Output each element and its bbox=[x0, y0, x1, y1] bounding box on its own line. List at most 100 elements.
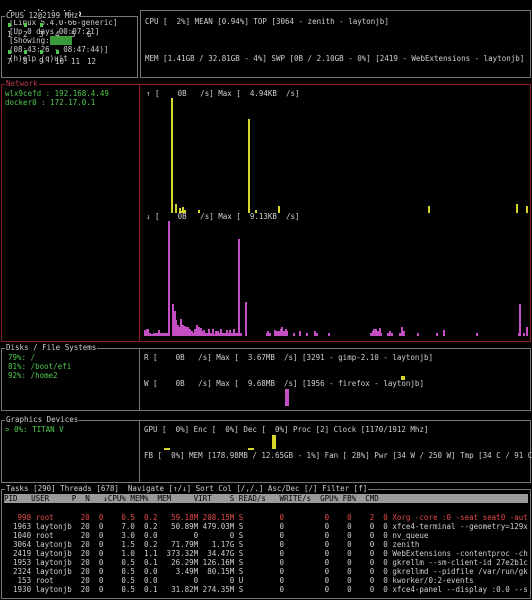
network-down-bar bbox=[152, 332, 155, 336]
cpu-bar bbox=[8, 23, 11, 27]
network-down-bar bbox=[316, 332, 319, 336]
network-down-bar bbox=[279, 329, 282, 336]
network-iface-1: wlx9cefd : 192.168.4.49 bbox=[5, 89, 109, 98]
network-down-bar bbox=[435, 332, 438, 336]
network-down-bar bbox=[416, 332, 419, 336]
network-down-bar bbox=[164, 332, 167, 336]
network-panel: Network wlx9cefd : 192.168.4.49 docker0 … bbox=[1, 79, 531, 342]
network-down-bar bbox=[145, 329, 148, 336]
network-down-bar bbox=[149, 332, 152, 336]
cpu-label: 9 bbox=[39, 57, 44, 66]
mount-boot-efi[interactable]: 81%: /boot/efi bbox=[8, 362, 72, 371]
network-down-bar bbox=[283, 331, 285, 336]
network-down-bar bbox=[210, 332, 213, 336]
table-row[interactable]: 1963 laytonjb 20 0 7.0 0.2 50.89M 479.03… bbox=[4, 522, 528, 531]
help-quit[interactable]: (h)elp (q)uit bbox=[9, 54, 68, 63]
network-down-bar bbox=[369, 332, 372, 336]
network-down-bar bbox=[314, 331, 317, 336]
network-down-bar bbox=[526, 326, 529, 336]
network-up-bar bbox=[278, 206, 281, 213]
gpu-line-2: FB [ 0%] MEM [178.98MB / 12.65GB - 1%] F… bbox=[144, 451, 532, 460]
gpu-line-1: GPU [ 0%] Enc [ 0%] Dec [ 0%] Proc [2] C… bbox=[144, 425, 429, 434]
network-down-bar bbox=[376, 331, 379, 336]
network-down-bar bbox=[236, 332, 239, 336]
network-up-bar bbox=[180, 210, 183, 213]
network-down-bar bbox=[265, 332, 268, 336]
network-down-bar bbox=[177, 324, 179, 336]
tasks-panel: Tasks [290] Threads [678] Navigate [↑/↓]… bbox=[1, 484, 531, 599]
network-down-bar bbox=[196, 324, 199, 336]
network-down-bar bbox=[269, 332, 272, 336]
network-down-bar bbox=[220, 329, 223, 336]
network-down-bar bbox=[373, 329, 376, 336]
cpu-summary: CPU [ 2%] MEAN [0.94%] TOP [3064 - zenit… bbox=[145, 17, 389, 26]
disk-read: R [ 0B /s] Max [ 3.67MB /s] [3291 - gimp… bbox=[144, 353, 433, 362]
kernel-version: [Linux 5.4.0-66-generic] bbox=[9, 18, 118, 27]
network-down-label: ↓ [ 0B /s] Max [ 9.13KB /s] bbox=[146, 212, 300, 221]
disks-divider bbox=[139, 349, 140, 410]
network-down-bar bbox=[371, 331, 374, 336]
network-down-bar bbox=[375, 329, 378, 336]
network-down-bar bbox=[150, 333, 153, 336]
network-down-bar bbox=[223, 332, 226, 336]
network-down-bar bbox=[232, 329, 235, 336]
table-row[interactable]: 1953 laytonjb 20 0 0.5 0.1 26.29M 126.16… bbox=[4, 558, 528, 567]
network-up-bar bbox=[526, 206, 529, 213]
network-down-bar bbox=[225, 330, 228, 336]
network-down-bar bbox=[175, 319, 178, 336]
network-down-bar bbox=[230, 332, 233, 336]
table-row[interactable]: 2419 laytonjb 20 0 1.0 1.1 373.32M 34.47… bbox=[4, 549, 528, 558]
network-down-bar bbox=[276, 331, 279, 336]
disk-read-bar bbox=[401, 376, 405, 380]
network-down-bar bbox=[442, 330, 445, 336]
network-up-bar bbox=[247, 118, 250, 213]
network-up-bar bbox=[428, 206, 431, 213]
network-down-bar bbox=[189, 329, 192, 336]
network-down-bar bbox=[171, 303, 174, 336]
graphics-divider bbox=[139, 421, 140, 482]
network-down-bar bbox=[156, 332, 159, 336]
gpu-util-bar bbox=[272, 435, 276, 449]
network-down-bar bbox=[192, 332, 195, 336]
table-row[interactable]: 1930 laytonjb 20 0 0.5 0.1 31.82M 274.35… bbox=[4, 585, 528, 594]
network-down-bar bbox=[298, 331, 301, 336]
network-down-bar bbox=[237, 239, 240, 336]
cpu-label: 11 bbox=[71, 57, 81, 66]
cpu-label: 7 bbox=[7, 57, 12, 66]
tasks-legend: Tasks [290] Threads [678] Navigate [↑/↓]… bbox=[5, 484, 369, 493]
network-down-bar bbox=[161, 332, 164, 336]
gpu-device-titan-v[interactable]: > 0%: TITAN V bbox=[5, 425, 64, 434]
network-down-bar bbox=[166, 332, 169, 336]
network-down-bar bbox=[163, 332, 166, 336]
table-row[interactable]: 998 root 20 0 0.5 0.2 59.18M 208.15M S 0… bbox=[4, 513, 528, 522]
network-down-bar bbox=[388, 331, 391, 336]
mount-root[interactable]: 79%: / bbox=[8, 353, 36, 362]
process-table: 998 root 20 0 0.5 0.2 59.18M 208.15M S 0… bbox=[4, 513, 528, 594]
table-row[interactable]: 3064 laytonjb 20 0 1.5 0.2 71.79M 1.17G … bbox=[4, 540, 420, 549]
mount-home2[interactable]: 92%: /home2 bbox=[8, 371, 58, 380]
title-bar: laytonjb-desktop [Linux 5.4.0-66-generic… bbox=[0, 0, 532, 63]
network-down-bar bbox=[211, 329, 214, 336]
table-row[interactable]: 1040 root 20 0 3.0 0.0 0 0 S 0 0 0 0 0 n… bbox=[4, 531, 429, 540]
disks-legend: Disks / File Systems bbox=[5, 343, 98, 352]
process-table-header[interactable]: PID USER P N ↓CPU% MEM% MEM VIRT S READ/… bbox=[4, 494, 528, 503]
showing-label: [Showing: bbox=[9, 36, 50, 45]
cpus-legend: CPUS 12@2199 MHz bbox=[5, 11, 80, 20]
table-row[interactable]: 2324 laytonjb 20 0 0.5 0.0 3.49M 80.15M … bbox=[4, 567, 528, 576]
network-down-bar bbox=[277, 331, 280, 336]
network-down-bar bbox=[305, 332, 308, 336]
table-row[interactable]: 153 root 20 0 0.5 0.0 0 0 U 0 0 0 0 0 kw… bbox=[4, 576, 474, 585]
network-down-bar bbox=[185, 326, 188, 336]
network-down-bar bbox=[517, 332, 520, 336]
cpu-bar bbox=[24, 23, 27, 27]
network-down-bar bbox=[216, 331, 219, 336]
cpu-label: 3 bbox=[39, 30, 44, 39]
network-divider bbox=[139, 85, 140, 341]
network-down-bar bbox=[203, 330, 206, 336]
network-down-bar bbox=[390, 332, 393, 336]
network-down-bar bbox=[378, 327, 381, 336]
network-down-bar bbox=[281, 326, 284, 336]
cpu-bar bbox=[24, 50, 27, 54]
network-down-bar bbox=[293, 332, 296, 336]
network-up-bar bbox=[255, 209, 258, 213]
